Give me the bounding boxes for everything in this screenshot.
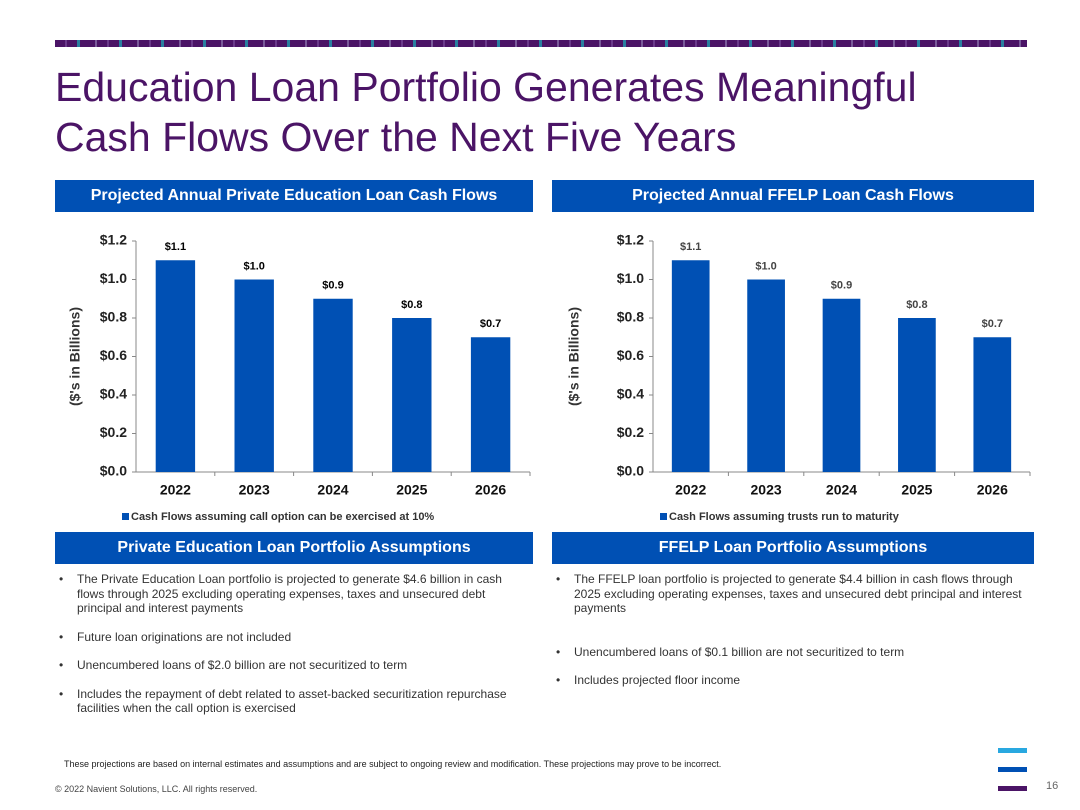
value-label: $1.0 [243,260,264,272]
bullet-list: The FFELP loan portfolio is projected to… [552,572,1030,688]
value-label: $0.9 [831,280,852,292]
x-tick-label: 2025 [396,482,427,498]
x-tick-label: 2024 [826,482,857,498]
y-tick-label: $1.0 [617,270,644,286]
chart-header: Projected Annual FFELP Loan Cash Flows [552,180,1034,212]
bar [898,318,936,472]
x-tick-label: 2025 [901,482,932,498]
page-number: 16 [1046,780,1059,792]
y-axis-label: ($'s in Billions) [67,307,83,406]
bar [155,260,196,472]
legend-swatch [122,513,129,520]
bullet: The Private Education Loan portfolio is … [59,572,515,616]
assumptions-header: Private Education Loan Portfolio Assumpt… [55,532,533,564]
decor-stripe [55,40,1027,47]
logo-bar [998,767,1027,772]
y-tick-label: $0.0 [617,463,644,479]
legend-label: Cash Flows assuming call option can be e… [131,511,434,523]
copyright: © 2022 Navient Solutions, LLC. All right… [55,784,258,794]
slide-title: Education Loan Portfolio Generates Meani… [55,64,917,160]
y-tick-label: $0.6 [100,347,127,363]
y-tick-label: $0.8 [100,309,127,325]
value-label: $1.1 [680,241,701,253]
y-tick-label: $0.2 [617,424,644,440]
bar [234,279,274,472]
bullet: The FFELP loan portfolio is projected to… [556,572,1030,616]
x-tick-label: 2023 [751,482,782,498]
y-tick-label: $0.6 [617,347,644,363]
x-tick-label: 2022 [160,482,191,498]
legend-label: Cash Flows assuming trusts run to maturi… [669,511,900,523]
value-label: $1.1 [165,241,186,253]
bar [313,298,353,472]
x-tick-label: 2024 [317,482,348,498]
bar [973,337,1012,472]
x-tick-label: 2022 [675,482,706,498]
y-tick-label: $0.8 [617,309,644,325]
bullet: Includes projected floor income [556,673,1030,688]
y-tick-label: $1.0 [100,270,127,286]
y-axis-label: ($'s in Billions) [566,307,582,406]
bullet-list: The Private Education Loan portfolio is … [55,572,515,716]
value-label: $0.8 [401,299,422,311]
bar [747,279,785,472]
x-tick-label: 2026 [977,482,1008,498]
value-label: $0.7 [480,318,501,330]
value-label: $0.7 [982,318,1003,330]
y-tick-label: $0.0 [100,463,127,479]
bullet: Includes the repayment of debt related t… [59,687,515,716]
value-label: $0.9 [322,280,343,292]
y-tick-label: $0.4 [617,386,644,402]
bullet: Future loan originations are not include… [59,630,515,645]
y-tick-label: $1.2 [100,232,127,248]
y-tick-label: $0.4 [100,386,127,402]
y-tick-label: $0.2 [100,424,127,440]
bullet: Unencumbered loans of $2.0 billion are n… [59,658,515,673]
bullet: Unencumbered loans of $0.1 billion are n… [556,645,1030,660]
legend-swatch [660,513,667,520]
assumptions-header: FFELP Loan Portfolio Assumptions [552,532,1034,564]
chart-header: Projected Annual Private Education Loan … [55,180,533,212]
x-tick-label: 2026 [475,482,506,498]
bar [822,298,861,472]
bar [392,318,432,472]
logo-bar [998,748,1027,753]
value-label: $0.8 [906,299,927,311]
footnote: These projections are based on internal … [64,759,722,769]
bar [671,260,710,472]
bar [470,337,511,472]
x-tick-label: 2023 [239,482,270,498]
bullets: The Private Education Loan portfolio is … [55,572,515,730]
bullets: The FFELP loan portfolio is projected to… [552,572,1030,702]
value-label: $1.0 [755,260,776,272]
y-tick-label: $1.2 [617,232,644,248]
logo-bar [998,786,1027,791]
